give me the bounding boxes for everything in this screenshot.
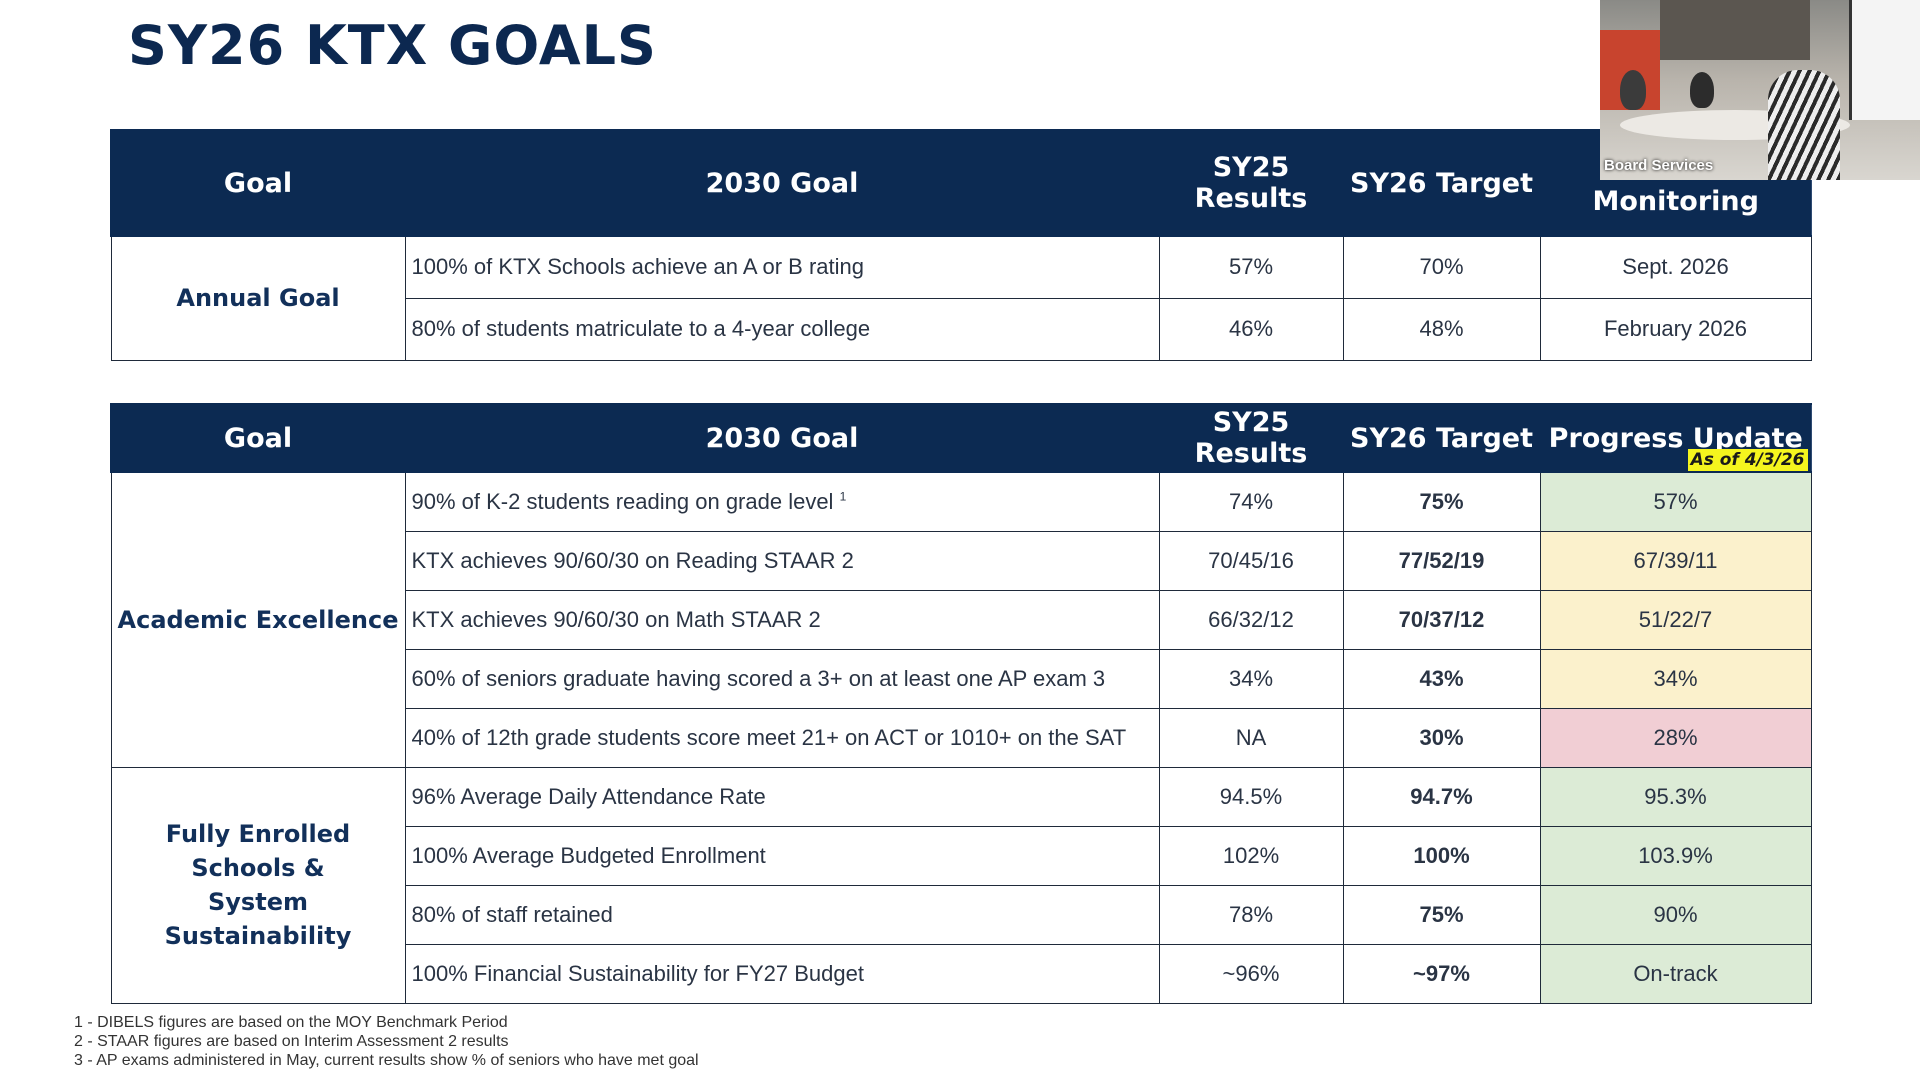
sy26-value: 48%	[1342, 297, 1541, 361]
goal-text: 80% of staff retained	[404, 884, 1160, 945]
sy25-value: 70/45/16	[1158, 530, 1344, 591]
progress-value: 28%	[1539, 707, 1812, 768]
sy26-value: 70%	[1342, 235, 1541, 299]
table-row: 60% of seniors graduate having scored a …	[111, 648, 1812, 709]
footnote-3: 3 - AP exams administered in May, curren…	[74, 1052, 699, 1069]
footnote-1: 1 - DIBELS figures are based on the MOY …	[74, 1014, 508, 1031]
footnote-2: 2 - STAAR figures are based on Interim A…	[74, 1033, 509, 1050]
sy25-value: ~96%	[1158, 943, 1344, 1004]
annual-goals-table: Goal 2030 Goal SY25 Results SY26 Target …	[110, 129, 1812, 361]
goal-text: 60% of seniors graduate having scored a …	[404, 648, 1160, 709]
table-row: Annual Goal 100% of KTX Schools achieve …	[110, 235, 1812, 361]
participant	[1768, 70, 1840, 180]
table-row: KTX achieves 90/60/30 on Math STAAR 2 66…	[111, 589, 1812, 650]
sy25-value: 57%	[1158, 235, 1344, 299]
slide-title: SY26 KTX GOALS	[128, 14, 657, 77]
sy26-value: 100%	[1342, 825, 1541, 886]
video-background	[1660, 0, 1810, 60]
video-thumbnail[interactable]: Board Services	[1600, 0, 1920, 180]
sy26-value: 94.7%	[1342, 766, 1541, 827]
sy25-value: 94.5%	[1158, 766, 1344, 827]
sy25-value: 78%	[1158, 884, 1344, 945]
goal-text: KTX achieves 90/60/30 on Math STAAR 2	[404, 589, 1160, 650]
video-participant-label: Board Services	[1604, 157, 1714, 174]
goal-text: 100% Average Budgeted Enrollment	[404, 825, 1160, 886]
table-row: 80% of staff retained 78% 75% 90%	[111, 884, 1812, 945]
header-goal: Goal	[110, 129, 406, 237]
table-row: KTX achieves 90/60/30 on Reading STAAR 2…	[111, 530, 1812, 591]
table-row: Fully Enrolled Schools & System Sustainab…	[110, 766, 1812, 1004]
progress-value: 95.3%	[1539, 766, 1812, 827]
sy25-value: NA	[1158, 707, 1344, 768]
sy26-value: 75%	[1342, 471, 1541, 532]
sy25-value: 66/32/12	[1158, 589, 1344, 650]
header-progress-update: Progress Update As of 4/3/26	[1539, 403, 1812, 473]
header-2030-goal: 2030 Goal	[404, 403, 1160, 473]
header-sy25-results: SY25 Results	[1158, 129, 1344, 237]
progress-goals-table: Goal 2030 Goal SY25 Results SY26 Target …	[110, 403, 1812, 1004]
monitoring-value: Sept. 2026	[1539, 235, 1812, 299]
header-sy26-target: SY26 Target	[1342, 129, 1541, 237]
category-fully-enrolled: Fully Enrolled Schools & System Sustainab…	[110, 766, 406, 1004]
table-row: 100% Average Budgeted Enrollment 102% 10…	[111, 825, 1812, 886]
monitoring-value: February 2026	[1539, 297, 1812, 361]
sy26-value: 77/52/19	[1342, 530, 1541, 591]
table-row: 100% Financial Sustainability for FY27 B…	[111, 943, 1812, 1004]
progress-value: 90%	[1539, 884, 1812, 945]
as-of-date-badge: As of 4/3/26	[1687, 449, 1808, 471]
goal-text: 100% of KTX Schools achieve an A or B ra…	[404, 235, 1160, 299]
sy26-value: ~97%	[1342, 943, 1541, 1004]
video-background	[1849, 0, 1920, 120]
header-sy26-target: SY26 Target	[1342, 403, 1541, 473]
progress-value: 34%	[1539, 648, 1812, 709]
sy26-value: 75%	[1342, 884, 1541, 945]
table-row: Academic Excellence 90% of K-2 students …	[110, 471, 1812, 768]
goal-text: 40% of 12th grade students score meet 21…	[404, 707, 1160, 768]
goal-text: KTX achieves 90/60/30 on Reading STAAR 2	[404, 530, 1160, 591]
category-academic-excellence: Academic Excellence	[110, 471, 406, 768]
sy25-value: 34%	[1158, 648, 1344, 709]
table-row: 40% of 12th grade students score meet 21…	[111, 707, 1812, 768]
header-sy25-results: SY25 Results	[1158, 403, 1344, 473]
footnotes: 1 - DIBELS figures are based on the MOY …	[74, 1013, 699, 1070]
progress-value: 103.9%	[1539, 825, 1812, 886]
goal-text: 80% of students matriculate to a 4-year …	[404, 297, 1160, 361]
table-header-row: Goal 2030 Goal SY25 Results SY26 Target …	[110, 403, 1812, 473]
table-header-row: Goal 2030 Goal SY25 Results SY26 Target …	[110, 129, 1812, 237]
sy26-value: 30%	[1342, 707, 1541, 768]
sy25-value: 46%	[1158, 297, 1344, 361]
participant	[1690, 72, 1714, 108]
progress-value: 57%	[1539, 471, 1812, 532]
goal-text: 100% Financial Sustainability for FY27 B…	[404, 943, 1160, 1004]
sy25-value: 102%	[1158, 825, 1344, 886]
sy26-value: 43%	[1342, 648, 1541, 709]
progress-value: On-track	[1539, 943, 1812, 1004]
participant	[1620, 70, 1646, 110]
sy26-value: 70/37/12	[1342, 589, 1541, 650]
header-goal: Goal	[110, 403, 406, 473]
table-row: 80% of students matriculate to a 4-year …	[111, 297, 1812, 361]
goal-text: 90% of K-2 students reading on grade lev…	[404, 471, 1160, 532]
progress-value: 67/39/11	[1539, 530, 1812, 591]
category-annual-goal: Annual Goal	[110, 235, 406, 361]
sy25-value: 74%	[1158, 471, 1344, 532]
header-2030-goal: 2030 Goal	[404, 129, 1160, 237]
progress-value: 51/22/7	[1539, 589, 1812, 650]
goal-text: 96% Average Daily Attendance Rate	[404, 766, 1160, 827]
footnote-marker: 1	[839, 489, 847, 504]
